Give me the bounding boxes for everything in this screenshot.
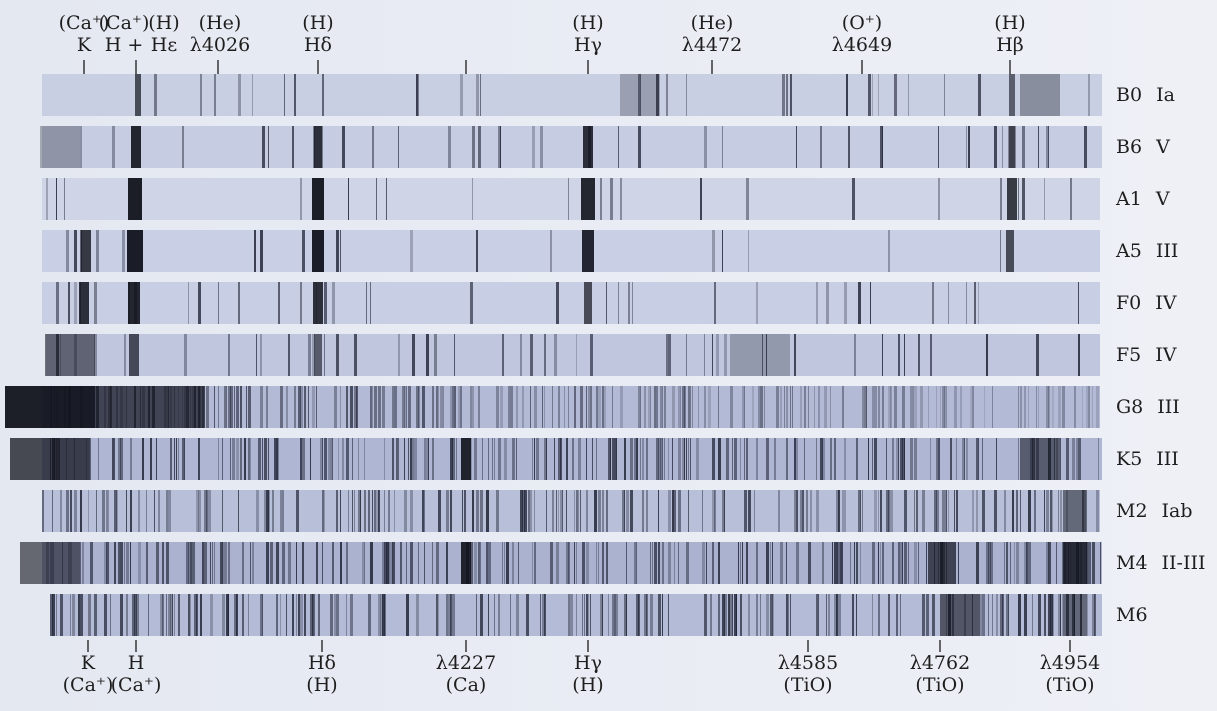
label-tio4954-bot-line1: λ4954 xyxy=(1039,652,1101,674)
spectral-type: M2 xyxy=(1116,500,1148,522)
luminosity-class: Iab xyxy=(1161,500,1193,522)
label-hbeta-top-line2: Hβ xyxy=(996,34,1024,56)
label-hgamma-bot: Hγ (H) xyxy=(572,652,603,696)
spectral-type: G8 xyxy=(1116,396,1144,418)
label-hdelta-bot-line2: (H) xyxy=(306,674,338,696)
label-tio4585-bot-line2: (TiO) xyxy=(783,674,833,696)
label-k-top-line2: K xyxy=(76,34,92,56)
luminosity-class: V xyxy=(1155,188,1170,210)
label-h-top-line2: H + xyxy=(104,34,144,56)
label-tio4762-bot-line2: (TiO) xyxy=(915,674,965,696)
luminosity-class: Ia xyxy=(1156,84,1175,106)
luminosity-class: V xyxy=(1156,136,1170,158)
label-heps-top-line1: (H) xyxy=(148,12,180,34)
luminosity-class: III xyxy=(1156,448,1179,470)
spectrum-strip-a1 xyxy=(42,178,1100,220)
spectral-type: M4 xyxy=(1116,552,1148,574)
spectral-type: K5 xyxy=(1116,448,1143,470)
class-label-b6: B6 V xyxy=(1116,136,1170,158)
spectrum-strip-m6 xyxy=(50,594,1102,636)
class-label-a1: A1 V xyxy=(1116,188,1170,210)
label-hbeta-top: (H) Hβ xyxy=(994,12,1025,56)
label-h-bot-line2: (Ca⁺) xyxy=(110,674,162,696)
label-hdelta-bot: Hδ (H) xyxy=(306,652,337,696)
label-hgamma-bot-line1: Hγ xyxy=(574,652,602,674)
class-label-m4: M4 II-III xyxy=(1116,552,1206,574)
label-tio4954-bot: λ4954 (TiO) xyxy=(1040,652,1100,696)
spectrum-strip-m2 xyxy=(42,490,1100,532)
class-label-k5: K5 III xyxy=(1116,448,1179,470)
label-ca4227-bot: λ4227 (Ca) xyxy=(436,652,496,696)
luminosity-class: II-III xyxy=(1161,552,1206,574)
spectral-type: M6 xyxy=(1116,604,1148,626)
label-hgamma-top-line2: Hγ xyxy=(574,34,602,56)
label-k-top: (Ca⁺) K xyxy=(59,12,110,56)
label-h-top-line1: (Ca⁺) xyxy=(98,12,150,34)
label-tio4585-bot: λ4585 (TiO) xyxy=(778,652,838,696)
label-he4472-top-line1: (He) xyxy=(690,12,734,34)
label-he4026-top: (He) λ4026 xyxy=(190,12,250,56)
spectrum-strip-a5 xyxy=(42,230,1100,272)
label-he4026-top-line1: (He) xyxy=(198,12,242,34)
spectral-type: F5 xyxy=(1116,344,1142,366)
class-label-m6: M6 xyxy=(1116,604,1162,626)
label-tio4762-bot-line1: λ4762 xyxy=(909,652,971,674)
label-k-bot-line1: K xyxy=(80,652,96,674)
label-hdelta-top-line2: Hδ xyxy=(303,34,332,56)
spectrum-strip-b6 xyxy=(40,126,1102,168)
class-label-a5: A5 III xyxy=(1116,240,1178,262)
luminosity-class: III xyxy=(1155,240,1179,262)
spectral-type: B6 xyxy=(1116,136,1143,158)
luminosity-class: III xyxy=(1157,396,1180,418)
label-k-bot: K (Ca⁺) xyxy=(63,652,114,696)
label-he4472-top: (He) λ4472 xyxy=(682,12,742,56)
spectrum-strip-g8 xyxy=(5,386,1100,428)
spectral-type: A5 xyxy=(1116,240,1142,262)
label-hdelta-top-line1: (H) xyxy=(302,12,334,34)
label-hbeta-top-line1: (H) xyxy=(994,12,1026,34)
label-he4472-top-line2: λ4472 xyxy=(681,34,743,56)
label-h-bot-line1: H xyxy=(127,652,145,674)
label-hgamma-top-line1: (H) xyxy=(572,12,604,34)
class-label-g8: G8 III xyxy=(1116,396,1180,418)
label-heps-top: (H) Hε xyxy=(148,12,179,56)
label-h-top: (Ca⁺) H + xyxy=(99,12,150,56)
class-label-b0: B0 Ia xyxy=(1116,84,1175,106)
spectral-type: F0 xyxy=(1116,292,1142,314)
class-label-f5: F5 IV xyxy=(1116,344,1177,366)
luminosity-class: IV xyxy=(1155,344,1177,366)
label-h-bot: H (Ca⁺) xyxy=(111,652,162,696)
label-ca4227-bot-line2: (Ca) xyxy=(445,674,487,696)
class-label-m2: M2 Iab xyxy=(1116,500,1193,522)
label-tio4762-bot: λ4762 (TiO) xyxy=(910,652,970,696)
class-label-f0: F0 IV xyxy=(1116,292,1177,314)
label-heps-top-line2: Hε xyxy=(150,34,178,56)
label-o4649-top-line2: λ4649 xyxy=(831,34,893,56)
spectrum-strip-k5 xyxy=(10,438,1102,480)
label-ca4227-bot-line1: λ4227 xyxy=(435,652,497,674)
label-o4649-top-line1: (O⁺) xyxy=(841,12,883,34)
label-hgamma-top: (H) Hγ xyxy=(572,12,603,56)
label-tio4954-bot-line2: (TiO) xyxy=(1045,674,1095,696)
luminosity-class: IV xyxy=(1155,292,1177,314)
spectrum-strip-m4 xyxy=(20,542,1102,584)
label-hgamma-bot-line2: (H) xyxy=(572,674,604,696)
label-hdelta-top: (H) Hδ xyxy=(302,12,333,56)
label-hdelta-bot-line1: Hδ xyxy=(307,652,336,674)
label-he4026-top-line2: λ4026 xyxy=(189,34,251,56)
spectrum-strip-f0 xyxy=(42,282,1100,324)
spectrum-strip-f5 xyxy=(45,334,1100,376)
label-k-top-line1: (Ca⁺) xyxy=(58,12,110,34)
spectral-type: A1 xyxy=(1116,188,1142,210)
spectral-type: B0 xyxy=(1116,84,1143,106)
label-tio4585-bot-line1: λ4585 xyxy=(777,652,839,674)
spectrum-strip-b0 xyxy=(42,74,1102,116)
label-o4649-top: (O⁺) λ4649 xyxy=(832,12,892,56)
label-k-bot-line2: (Ca⁺) xyxy=(62,674,114,696)
